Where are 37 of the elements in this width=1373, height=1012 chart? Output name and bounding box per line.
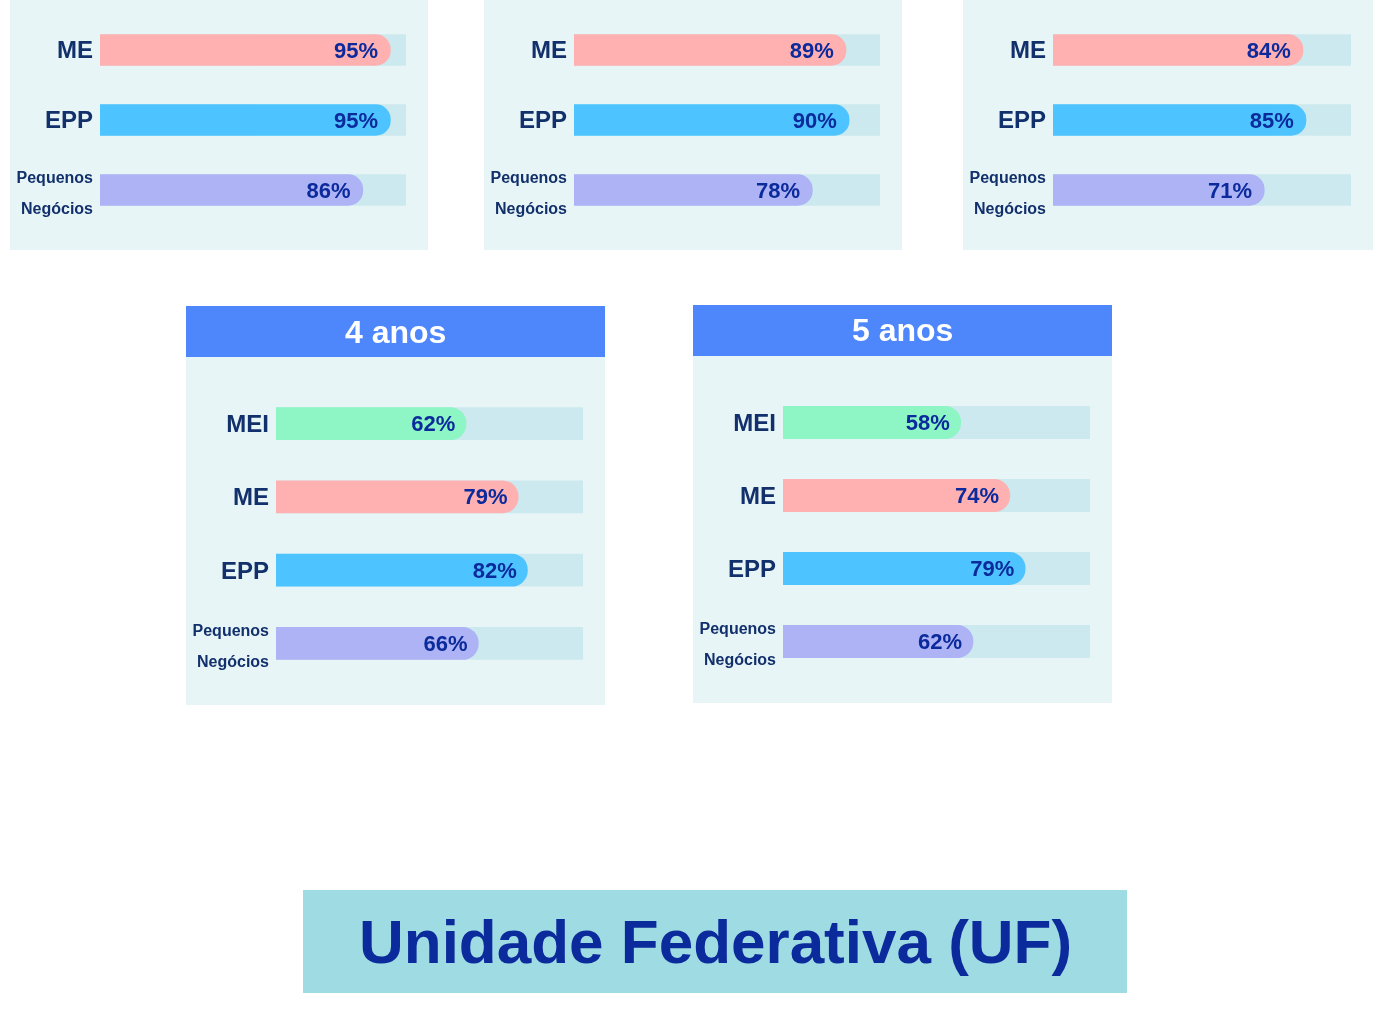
data-label: 58% [905, 410, 950, 436]
data-label: 66% [423, 630, 468, 656]
data-label: 84% [1246, 37, 1291, 63]
y-tick-label: MEI [226, 410, 269, 438]
y-tick-label: Pequenos Negócios [699, 620, 777, 669]
data-label: 86% [306, 177, 351, 203]
y-tick-label: ME [740, 481, 776, 509]
data-label: 95% [334, 37, 379, 63]
y-tick-label: EPP [997, 106, 1046, 134]
text: Unidade Federativa (UF) [359, 907, 1073, 976]
y-tick-label: EPP [518, 106, 567, 134]
y-tick-label: ME [233, 483, 269, 511]
chart-title: 5 anos [852, 312, 954, 348]
data-label: 85% [1249, 107, 1294, 133]
data-label: 95% [334, 107, 379, 133]
y-tick-label: MEI [733, 408, 776, 436]
y-tick-label: ME [531, 36, 567, 64]
y-tick-label: ME [1010, 36, 1046, 64]
data-label: 82% [472, 557, 517, 583]
data-label: 79% [463, 484, 508, 510]
data-label: 71% [1207, 177, 1253, 203]
data-label: 89% [789, 37, 834, 63]
y-tick-label: EPP [727, 554, 776, 582]
data-label: 62% [411, 411, 456, 437]
y-tick-label: EPP [220, 556, 269, 584]
data-label: 78% [756, 177, 801, 203]
y-tick-label: ME [57, 36, 93, 64]
y-tick-label: Pequenos Negócios [490, 168, 568, 217]
y-tick-label: Pequenos Negócios [192, 622, 270, 671]
chart-title: 4 anos [345, 314, 447, 350]
data-label: 74% [954, 483, 999, 509]
data-label: 79% [970, 556, 1015, 582]
y-tick-label: EPP [44, 106, 93, 134]
y-tick-label: Pequenos Negócios [16, 168, 94, 217]
data-label: 62% [918, 629, 963, 654]
data-label: 90% [792, 107, 837, 133]
y-tick-label: Pequenos Negócios [969, 168, 1047, 217]
